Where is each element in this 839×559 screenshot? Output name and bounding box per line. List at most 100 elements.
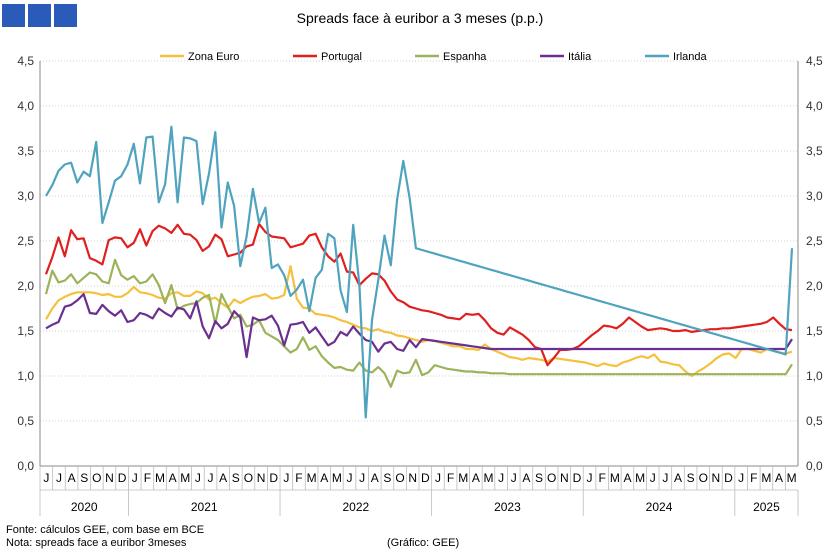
x-month-label: J (56, 471, 62, 485)
y-tick-label-right: 0,5 (806, 414, 823, 428)
chart-axes: 0,0 0,0 0,5 0,5 1,0 1,0 1,5 1,5 2,0 2,0 2,5 2,5 3,0 3… (17, 54, 823, 473)
x-month-label: J (738, 471, 744, 485)
legend-label-portugal: Portugal (321, 51, 362, 63)
series-line-italia (45, 293, 793, 359)
x-month-label: J (283, 471, 289, 485)
x-month-label: O (395, 471, 404, 485)
x-month-label: S (383, 471, 391, 485)
y-tick-label-left: 2,0 (17, 279, 34, 293)
x-month-label: N (560, 471, 569, 485)
x-year-label: 2020 (71, 500, 98, 514)
logo-square-icon (54, 4, 77, 27)
x-month-label: F (599, 471, 606, 485)
x-month-label: A (674, 471, 682, 485)
y-tick-label-right: 1,5 (806, 324, 823, 338)
x-month-label: J (662, 471, 668, 485)
y-tick-label-right: 4,0 (806, 99, 823, 113)
logo-square-icon (2, 4, 25, 27)
y-tick-label-left: 3,5 (17, 144, 34, 158)
x-month-label: A (472, 471, 480, 485)
x-month-label: S (80, 471, 88, 485)
y-tick-label-left: 3,0 (17, 189, 34, 203)
x-month-label: S (232, 471, 240, 485)
y-tick-label-right: 3,0 (806, 189, 823, 203)
x-month-label: A (219, 471, 227, 485)
x-month-label: J (132, 471, 138, 485)
x-month-label: A (169, 471, 177, 485)
y-tick-label-right: 0,0 (806, 459, 823, 473)
x-month-label: A (371, 471, 379, 485)
chart-title: Spreads face à euribor a 3 meses (p.p.) (297, 10, 544, 26)
x-month-label: A (320, 471, 328, 485)
spread-chart: Spreads face à euribor a 3 meses (p.p.) … (17, 10, 823, 516)
x-month-label: A (522, 471, 530, 485)
legend-label-italia: Itália (568, 51, 592, 63)
y-tick-label-left: 1,5 (17, 324, 34, 338)
footer-credit: (Gráfico: GEE) (387, 537, 460, 549)
chart-series (44, 125, 794, 419)
x-month-label: M (155, 471, 165, 485)
x-year-label: 2024 (646, 500, 673, 514)
footer-source: Fonte: cálculos GEE, com base em BCE (6, 524, 205, 536)
y-tick-label-left: 4,5 (17, 54, 34, 68)
y-tick-label-left: 0,0 (17, 459, 34, 473)
chart-legend: Zona Euro Portugal Espanha Itália Irlanda (160, 51, 708, 63)
x-year-label: 2022 (342, 500, 369, 514)
x-month-label: D (269, 471, 278, 485)
x-month-label: J (347, 471, 353, 485)
chart-grid (40, 60, 798, 422)
logo-square-icon (28, 4, 51, 27)
y-tick-label-left: 2,5 (17, 234, 34, 248)
x-month-label: F (144, 471, 151, 485)
x-month-label: O (699, 471, 708, 485)
x-month-label: A (623, 471, 631, 485)
y-tick-label-right: 3,5 (806, 144, 823, 158)
x-month-label: M (610, 471, 620, 485)
x-month-label: M (332, 471, 342, 485)
series-line-espanha (44, 258, 793, 388)
x-month-label: J (587, 471, 593, 485)
legend-label-espanha: Espanha (443, 51, 487, 63)
y-tick-label-left: 0,5 (17, 414, 34, 428)
x-month-label: F (447, 471, 454, 485)
x-month-label: M (180, 471, 190, 485)
x-month-label: O (244, 471, 253, 485)
legend-label-irlanda: Irlanda (673, 51, 708, 63)
x-month-label: N (257, 471, 266, 485)
y-tick-label-right: 2,5 (806, 234, 823, 248)
x-month-label: M (458, 471, 468, 485)
y-tick-label-left: 1,0 (17, 369, 34, 383)
x-month-label: M (635, 471, 645, 485)
footer-note: Nota: spreads face a euribor 3meses (6, 537, 187, 549)
x-month-label: M (307, 471, 317, 485)
x-month-label: J (359, 471, 365, 485)
logo (2, 4, 78, 28)
x-month-label: J (208, 471, 214, 485)
x-month-label: O (547, 471, 556, 485)
x-month-label: D (573, 471, 582, 485)
y-tick-label-right: 2,0 (806, 279, 823, 293)
x-month-label: J (195, 471, 201, 485)
x-month-label: D (118, 471, 127, 485)
y-tick-label-left: 4,0 (17, 99, 34, 113)
x-month-label: N (105, 471, 114, 485)
x-month-label: F (295, 471, 302, 485)
series-line-irlanda (45, 125, 794, 419)
x-month-label: D (421, 471, 430, 485)
x-month-label: J (435, 471, 441, 485)
x-month-label: N (408, 471, 417, 485)
x-month-label: J (511, 471, 517, 485)
x-month-label: M (787, 471, 797, 485)
series-line-portugal (44, 222, 793, 367)
x-year-label: 2023 (494, 500, 521, 514)
x-month-label: F (750, 471, 757, 485)
x-month-label: M (761, 471, 771, 485)
x-month-label: N (712, 471, 721, 485)
x-month-label: D (724, 471, 733, 485)
x-year-label: 2021 (191, 500, 218, 514)
x-month-label: M (483, 471, 493, 485)
y-tick-label-right: 1,0 (806, 369, 823, 383)
x-month-label: J (650, 471, 656, 485)
x-month-label: S (535, 471, 543, 485)
